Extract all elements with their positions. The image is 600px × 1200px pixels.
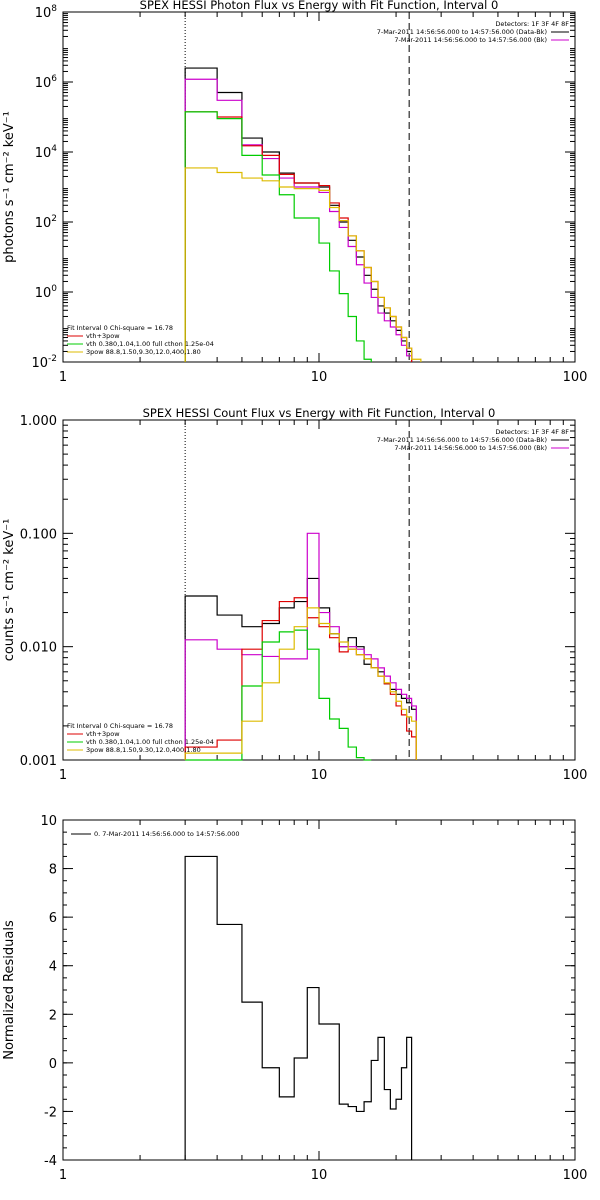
legend-text: 7-Mar-2011 14:56:56.000 to 14:57:56.000 …: [394, 36, 547, 44]
legend-text: vth 0.380,1.04,1.00 full cthon 1.25e-04: [86, 340, 214, 348]
x-tick-label: 1: [59, 370, 67, 385]
series-line: [184, 532, 417, 760]
series-line: [184, 78, 413, 362]
y-tick-label: 2: [49, 1008, 57, 1023]
legend-text: Fit Interval 0 Chi-square = 16.78: [67, 324, 173, 332]
x-tick-label: 100: [563, 1168, 588, 1183]
y-tick-label: -4: [44, 1154, 57, 1169]
series-line: [184, 577, 417, 760]
legend-text: 0. 7-Mar-2011 14:56:56.000 to 14:57:56.0…: [94, 830, 240, 838]
legend-text: vth 0.380,1.04,1.00 full cthon 1.25e-04: [86, 738, 214, 746]
x-tick-label: 1: [59, 1168, 67, 1183]
x-tick-label: 10: [311, 370, 328, 385]
y-tick-label: -2: [44, 1105, 57, 1120]
legend-text: 3pow 88.8,1.50,9.30,12.0,400,1.80: [86, 348, 201, 356]
chart-2: SPEX HESSI Count Flux vs Energy with Fit…: [2, 406, 587, 783]
y-tick-label: 106: [35, 74, 58, 91]
x-tick-label: 100: [563, 370, 588, 385]
y-tick-label: 4: [49, 960, 57, 975]
y-tick-label: 10: [40, 814, 57, 829]
series-line: [184, 855, 413, 1160]
series-line: [184, 597, 417, 760]
series-line: [184, 67, 413, 362]
chart-title: SPEX HESSI Photon Flux vs Energy with Fi…: [140, 0, 499, 12]
series-line: [184, 111, 372, 362]
chart-3: Normalized Residuals 1 10 100 -4 -2 0 2 4 6 8 10 0. …: [2, 814, 587, 1183]
y-tick-label: 0: [49, 1057, 57, 1072]
y-tick-label: 100: [35, 284, 58, 301]
series-line: [184, 167, 422, 362]
legend-text: vth+3pow: [86, 730, 120, 738]
legend-text: 7-Mar-2011 14:56:56.000 to 14:57:56.000 …: [377, 28, 547, 36]
y-tick-label: 1.000: [20, 414, 57, 429]
y-tick-label: 10-2: [31, 354, 57, 371]
legend-text: vth+3pow: [86, 332, 120, 340]
y-tick-label: 6: [49, 911, 57, 926]
x-tick-label: 1: [59, 768, 67, 783]
legend-text: 3pow 88.8,1.50,9.30,12.0,400,1.80: [86, 746, 201, 754]
legend-text: Detectors: 1F 3F 4F 8F: [495, 428, 569, 436]
legend-text: Detectors: 1F 3F 4F 8F: [495, 20, 569, 28]
legend-text: 7-Mar-2011 14:56:56.000 to 14:57:56.000 …: [394, 444, 547, 452]
y-tick-label: 0.100: [20, 527, 57, 542]
series-line: [184, 111, 413, 362]
x-tick-label: 100: [563, 768, 588, 783]
chart-title: SPEX HESSI Count Flux vs Energy with Fit…: [143, 406, 496, 420]
legend-text: Fit Interval 0 Chi-square = 16.78: [67, 722, 173, 730]
series-line: [184, 607, 417, 760]
y-axis-label: Normalized Residuals: [2, 920, 17, 1060]
y-tick-label: 8: [49, 863, 57, 878]
y-tick-label: 0.010: [20, 641, 57, 656]
chart-1: SPEX HESSI Photon Flux vs Energy with Fi…: [2, 0, 587, 385]
y-tick-label: 104: [35, 144, 58, 161]
y-axis-label: photons s⁻¹ cm⁻² keV⁻¹: [2, 111, 17, 263]
y-tick-label: 102: [35, 214, 57, 231]
y-tick-label: 108: [35, 4, 58, 21]
x-tick-label: 10: [311, 768, 328, 783]
y-axis-label: counts s⁻¹ cm⁻² keV⁻¹: [2, 519, 17, 662]
legend-text: 7-Mar-2011 14:56:56.000 to 14:57:56.000 …: [377, 436, 547, 444]
x-tick-label: 10: [311, 1168, 328, 1183]
y-tick-label: 0.001: [20, 754, 57, 769]
